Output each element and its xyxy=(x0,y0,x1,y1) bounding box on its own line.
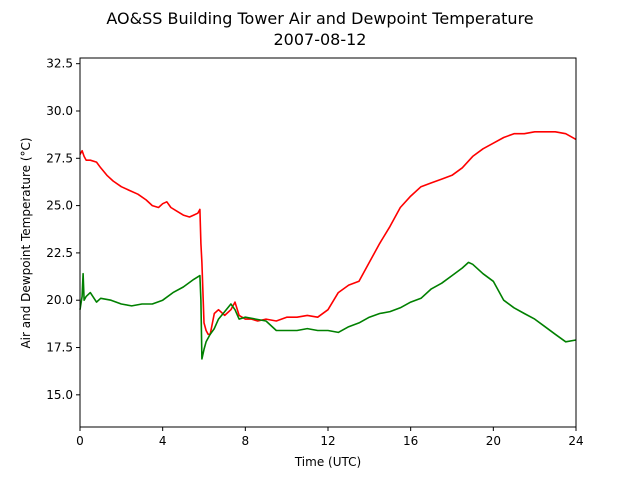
x-tick-label: 0 xyxy=(76,434,84,448)
y-tick-label: 17.5 xyxy=(46,341,73,355)
y-tick-label: 20.0 xyxy=(46,293,73,307)
chart-title: AO&SS Building Tower Air and Dewpoint Te… xyxy=(106,9,533,28)
x-tick-label: 4 xyxy=(159,434,167,448)
x-tick-label: 8 xyxy=(242,434,250,448)
y-tick-label: 15.0 xyxy=(46,388,73,402)
series-group xyxy=(79,131,577,360)
x-tick-label: 12 xyxy=(320,434,335,448)
y-tick-label: 22.5 xyxy=(46,246,73,260)
y-tick-label: 32.5 xyxy=(46,57,73,71)
x-tick-label: 24 xyxy=(568,434,583,448)
plot-frame xyxy=(79,57,577,428)
chart-subtitle: 2007-08-12 xyxy=(274,30,367,49)
x-tick-label: 20 xyxy=(486,434,501,448)
y-tick-label: 30.0 xyxy=(46,104,73,118)
x-tick-label: 16 xyxy=(403,434,418,448)
y-tick-label: 25.0 xyxy=(46,199,73,213)
y-axis-ticks: 15.0 17.5 20.0 22.5 25.0 27.5 30.0 32.5 xyxy=(46,57,80,402)
x-axis-ticks: 0 4 8 12 16 20 24 xyxy=(76,427,584,448)
dewpoint-temperature-line xyxy=(79,261,577,360)
plot-area xyxy=(79,57,577,428)
x-axis-label: Time (UTC) xyxy=(294,455,361,469)
y-tick-label: 27.5 xyxy=(46,151,73,165)
y-axis-label: Air and Dewpoint Temperature (°C) xyxy=(19,137,33,348)
air-temperature-line xyxy=(79,131,577,336)
